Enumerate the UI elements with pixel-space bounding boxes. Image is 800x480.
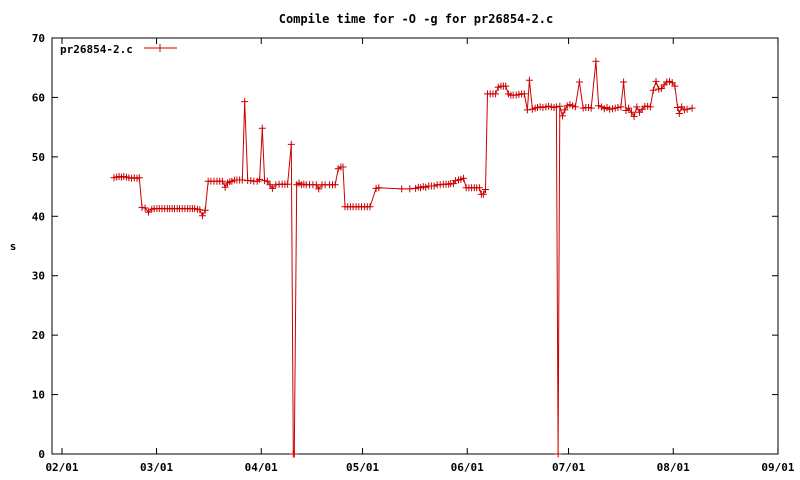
data-point-marker — [595, 102, 603, 110]
data-point-marker — [520, 90, 528, 98]
data-point-marker — [646, 103, 654, 111]
legend-marker — [156, 44, 164, 52]
data-point-marker — [482, 186, 489, 193]
data-point-marker — [256, 175, 264, 183]
legend-label: pr26854-2.c — [60, 43, 133, 56]
data-point-marker — [141, 204, 149, 212]
data-point-marker — [539, 104, 547, 111]
data-point-marker — [620, 78, 628, 86]
x-tick-label: 07/01 — [552, 461, 585, 474]
data-point-marker — [196, 206, 204, 214]
x-tick-label: 05/01 — [346, 461, 379, 474]
data-point-marker — [339, 163, 347, 171]
data-point-marker — [247, 177, 255, 185]
data-point-marker — [492, 90, 500, 98]
y-tick-label: 10 — [32, 389, 45, 402]
data-point-marker — [331, 181, 339, 189]
data-point-marker — [460, 174, 467, 182]
y-tick-label: 70 — [32, 32, 45, 45]
data-point-marker — [523, 106, 531, 114]
series-line — [113, 61, 693, 455]
data-point-marker — [575, 78, 583, 86]
data-point-marker — [688, 104, 696, 112]
y-tick-label: 50 — [32, 151, 45, 164]
data-point-marker — [617, 103, 625, 111]
data-point-marker — [315, 185, 323, 193]
data-point-marker — [221, 183, 229, 191]
y-tick-label: 0 — [38, 448, 45, 461]
y-tick-label: 60 — [32, 91, 45, 104]
data-point-marker — [561, 106, 569, 114]
data-point-marker — [592, 57, 600, 65]
data-point-marker — [559, 112, 566, 120]
data-point-marker — [241, 98, 249, 106]
data-point-marker — [657, 85, 665, 92]
y-tick-label: 30 — [32, 270, 45, 283]
data-point-marker — [451, 177, 459, 185]
x-tick-label: 02/01 — [45, 461, 78, 474]
y-axis-label: s — [10, 240, 17, 253]
data-point-marker — [587, 104, 595, 112]
data-point-marker — [475, 184, 483, 192]
x-tick-label: 06/01 — [451, 461, 484, 474]
data-point-marker — [135, 174, 143, 182]
data-point-marker — [398, 185, 406, 193]
chart-title: Compile time for -O -g for pr26854-2.c — [279, 12, 554, 26]
data-point-marker — [284, 180, 292, 188]
data-point-marker — [556, 102, 564, 110]
data-point-marker — [554, 450, 562, 458]
data-point-marker — [138, 203, 146, 211]
data-point-marker — [145, 208, 152, 216]
data-point-marker — [625, 104, 633, 112]
data-point-marker — [201, 206, 209, 214]
plot-frame — [51, 37, 779, 455]
data-point-marker — [287, 140, 295, 148]
data-point-marker — [290, 450, 298, 458]
data-point-marker — [627, 108, 635, 116]
x-tick-label: 03/01 — [140, 461, 173, 474]
data-point-marker — [630, 112, 638, 120]
data-point-marker — [199, 212, 206, 220]
data-point-marker — [525, 76, 533, 84]
data-point-marker — [552, 103, 560, 111]
data-point-marker — [436, 181, 444, 189]
data-point-marker — [683, 105, 691, 113]
x-tick-label: 09/01 — [761, 461, 794, 474]
data-point-marker — [571, 103, 579, 111]
data-point-marker — [633, 103, 641, 111]
x-tick-label: 04/01 — [245, 461, 278, 474]
data-point-marker — [675, 110, 683, 117]
data-point-marker — [502, 82, 510, 90]
data-point-marker — [272, 181, 280, 189]
data-point-marker — [614, 104, 622, 111]
data-point-marker — [375, 184, 383, 192]
data-point-marker — [268, 184, 276, 192]
data-point-marker — [366, 203, 374, 211]
data-point-marker — [422, 183, 430, 191]
data-point-marker — [258, 124, 266, 132]
data-point-marker — [649, 86, 657, 94]
x-tick-label: 08/01 — [657, 461, 690, 474]
data-point-marker — [263, 177, 271, 185]
data-point-marker — [430, 182, 438, 190]
legend: pr26854-2.c — [60, 43, 177, 56]
data-point-marker — [652, 77, 660, 85]
y-tick-label: 40 — [32, 210, 45, 223]
data-point-marker — [674, 104, 682, 111]
y-tick-label: 20 — [32, 329, 45, 342]
data-point-marker — [238, 176, 246, 184]
data-point-marker — [218, 177, 226, 185]
data-point-marker — [479, 190, 487, 198]
data-point-marker — [671, 82, 679, 90]
